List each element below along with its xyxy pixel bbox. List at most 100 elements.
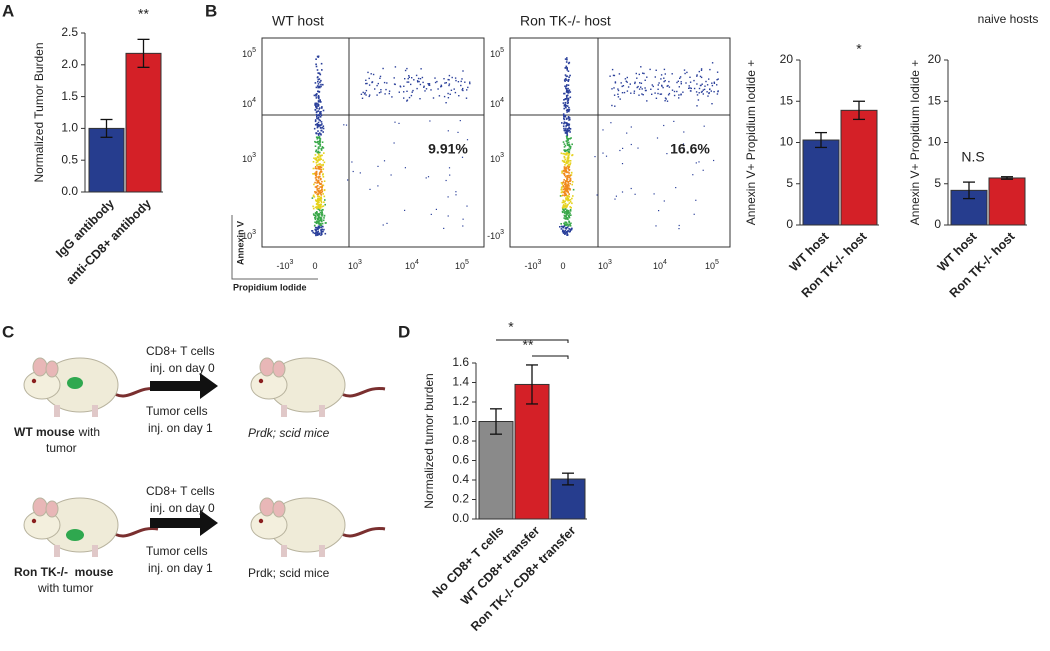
flow-tick-label: 103 bbox=[598, 259, 612, 272]
flow-dot bbox=[702, 93, 704, 95]
flow-dot bbox=[398, 91, 400, 93]
flow-dot bbox=[562, 169, 565, 172]
flow-dot bbox=[461, 156, 464, 158]
flow-dot bbox=[317, 206, 319, 208]
tick-base: 10 bbox=[348, 261, 358, 271]
flow-dot bbox=[318, 137, 321, 140]
flow-dot bbox=[650, 88, 652, 90]
flow-dot bbox=[689, 87, 691, 89]
flow-dot bbox=[563, 187, 566, 189]
flow-dot bbox=[566, 105, 569, 107]
flow-dot bbox=[570, 222, 572, 225]
flow-dot bbox=[662, 86, 664, 89]
flow-dot bbox=[570, 229, 572, 231]
recipient-label: Prdk; scid mice bbox=[248, 426, 330, 440]
flow-dot bbox=[418, 80, 420, 83]
flow-dot bbox=[564, 171, 566, 173]
flow-dot bbox=[671, 89, 674, 91]
flow-dot bbox=[697, 99, 700, 101]
tick-base: 10 bbox=[242, 99, 252, 109]
flow-dot bbox=[386, 82, 388, 84]
flow-dot bbox=[563, 127, 565, 130]
flow-dot bbox=[411, 91, 413, 93]
flow-dot bbox=[443, 78, 445, 80]
flow-dot bbox=[568, 89, 571, 91]
flow-dot bbox=[667, 84, 669, 87]
flow-dot bbox=[316, 218, 319, 221]
flow-dot bbox=[566, 129, 568, 131]
flow-dot bbox=[569, 179, 571, 182]
flow-dot bbox=[319, 119, 322, 122]
flow-dot bbox=[568, 185, 570, 187]
flow-dot bbox=[320, 164, 323, 166]
flow-dot bbox=[668, 80, 670, 83]
flow-dot bbox=[318, 133, 320, 135]
flow-dot bbox=[347, 179, 349, 181]
flow-dot bbox=[685, 82, 687, 84]
flow-dot bbox=[323, 228, 325, 231]
flow-dot bbox=[564, 144, 567, 147]
flow-dot bbox=[665, 98, 667, 100]
flow-dot bbox=[639, 82, 641, 84]
flow-dot bbox=[466, 89, 468, 91]
flow-dot bbox=[569, 223, 571, 226]
flow-dot bbox=[386, 222, 388, 224]
flow-dot bbox=[661, 85, 663, 87]
flow-dot bbox=[563, 217, 565, 219]
step-text: Tumor cells bbox=[146, 404, 208, 418]
flow-dot bbox=[568, 145, 571, 148]
flow-dot bbox=[313, 214, 315, 216]
flow-dot bbox=[646, 100, 648, 102]
flow-dot bbox=[467, 86, 469, 89]
flow-dot bbox=[651, 93, 653, 95]
flow-dot bbox=[466, 139, 469, 141]
bar bbox=[88, 127, 125, 193]
flow-dot bbox=[682, 91, 684, 93]
flow-dot bbox=[319, 170, 322, 173]
flow-dot bbox=[671, 73, 673, 75]
flow-dot bbox=[566, 134, 569, 136]
flow-dot bbox=[658, 82, 660, 84]
flow-dot bbox=[683, 131, 685, 133]
flow-dot bbox=[637, 85, 639, 88]
flow-dot bbox=[568, 127, 571, 130]
flow-dot bbox=[315, 158, 318, 160]
flow-dot bbox=[313, 94, 316, 97]
bar bbox=[478, 421, 514, 520]
flow-dot bbox=[567, 87, 569, 90]
flow-dot bbox=[320, 85, 322, 88]
flow-dot bbox=[445, 102, 447, 104]
flow-dot bbox=[318, 232, 321, 235]
flow-dot bbox=[570, 206, 572, 209]
flow-dot bbox=[563, 118, 566, 121]
flow-dot bbox=[316, 115, 318, 118]
flow-dot bbox=[324, 203, 326, 206]
flow-dot bbox=[318, 125, 321, 127]
flow-dot bbox=[641, 93, 643, 95]
flow-dot bbox=[318, 191, 321, 194]
flow-dot bbox=[368, 84, 371, 86]
flow-dot bbox=[466, 205, 468, 207]
flow-dot bbox=[314, 120, 317, 123]
flow-dot bbox=[319, 191, 322, 194]
flow-dot bbox=[564, 192, 566, 194]
flow-dot bbox=[564, 203, 567, 205]
flow-dot bbox=[462, 89, 464, 92]
panel-label: B bbox=[205, 1, 217, 20]
flow-dot bbox=[383, 81, 386, 84]
flow-dot bbox=[633, 90, 636, 92]
flow-dot bbox=[455, 191, 457, 193]
flow-dot bbox=[315, 206, 318, 208]
flow-dot bbox=[567, 80, 570, 82]
flow-dot bbox=[321, 211, 323, 214]
flow-dot bbox=[700, 68, 703, 70]
flow-dot bbox=[437, 88, 439, 90]
tick-base: 10 bbox=[242, 154, 252, 164]
flow-dot bbox=[655, 225, 657, 227]
flow-dot bbox=[564, 170, 566, 172]
flow-dot bbox=[617, 88, 619, 90]
y-axis-label: Normalized tumor burden bbox=[422, 373, 436, 508]
flow-dot bbox=[469, 82, 471, 85]
y-tick-label: 0.8 bbox=[452, 433, 469, 447]
flow-dot bbox=[316, 126, 319, 129]
